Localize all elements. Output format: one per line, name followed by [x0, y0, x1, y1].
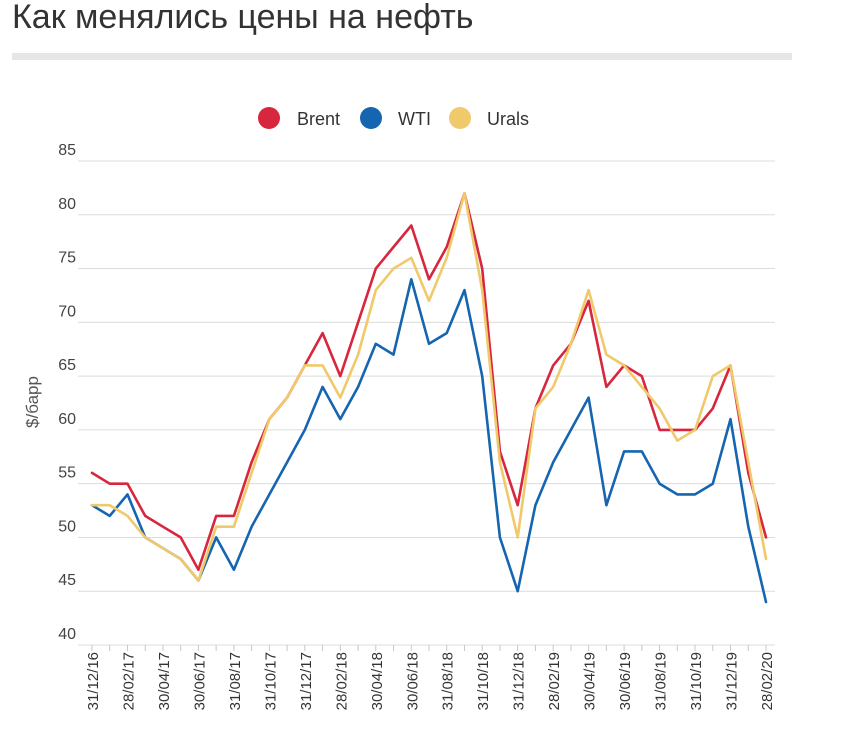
x-tick-label: 30/04/17	[156, 652, 173, 710]
x-tick-label: 28/02/19	[546, 652, 563, 710]
x-tick-label: 31/10/17	[262, 652, 279, 710]
x-axis-labels: 31/12/16 28/02/17 30/04/17 30/06/17 31/08/17…	[85, 652, 776, 710]
x-axis-tick-marks	[91, 645, 767, 651]
x-tick-label: 30/06/17	[191, 652, 208, 710]
series-line-wti	[90, 277, 768, 604]
x-tick-label: 31/12/17	[298, 652, 315, 710]
y-tick-label: 60	[58, 411, 76, 428]
x-tick-label: 31/12/16	[85, 652, 102, 710]
legend-marker-brent	[258, 107, 280, 129]
legend-marker-urals	[449, 107, 471, 129]
x-tick-label: 31/08/19	[653, 652, 670, 710]
legend-marker-wti	[360, 107, 382, 129]
gridlines	[78, 160, 775, 646]
x-tick-label: 31/12/18	[511, 652, 528, 710]
y-tick-label: 85	[58, 142, 76, 159]
y-tick-label: 55	[58, 465, 76, 482]
x-tick-label: 31/08/18	[440, 652, 457, 710]
y-tick-label: 80	[58, 196, 76, 213]
y-tick-label: 75	[58, 250, 76, 267]
page-title: Как менялись цены на нефть	[12, 0, 474, 36]
x-tick-label: 28/02/20	[759, 652, 776, 710]
series-line-urals	[90, 192, 768, 582]
x-tick-label: 31/10/18	[475, 652, 492, 710]
x-tick-label: 28/02/17	[120, 652, 137, 710]
x-tick-label: 31/10/19	[688, 652, 705, 710]
y-tick-label: 40	[58, 626, 76, 643]
legend: Brent WTI Urals	[258, 107, 529, 129]
series-lines	[90, 192, 768, 604]
y-axis-ticks: 40 45 50 55 60 65 70 75 80 85	[58, 142, 76, 643]
y-tick-label: 50	[58, 518, 76, 535]
legend-label-wti: WTI	[398, 109, 431, 129]
x-tick-label: 30/04/18	[369, 652, 386, 710]
y-tick-label: 70	[58, 303, 76, 320]
legend-label-brent: Brent	[297, 109, 340, 129]
x-tick-label: 31/12/19	[724, 652, 741, 710]
y-tick-label: 65	[58, 357, 76, 374]
series-line-brent	[90, 192, 768, 572]
x-tick-label: 31/08/17	[227, 652, 244, 710]
title-divider	[12, 53, 792, 60]
x-tick-label: 30/04/19	[582, 652, 599, 710]
x-tick-label: 30/06/19	[617, 652, 634, 710]
legend-label-urals: Urals	[487, 109, 529, 129]
y-tick-label: 45	[58, 572, 76, 589]
x-tick-label: 28/02/18	[333, 652, 350, 710]
y-axis-label: $/барр	[23, 376, 42, 428]
x-tick-label: 30/06/18	[404, 652, 421, 710]
